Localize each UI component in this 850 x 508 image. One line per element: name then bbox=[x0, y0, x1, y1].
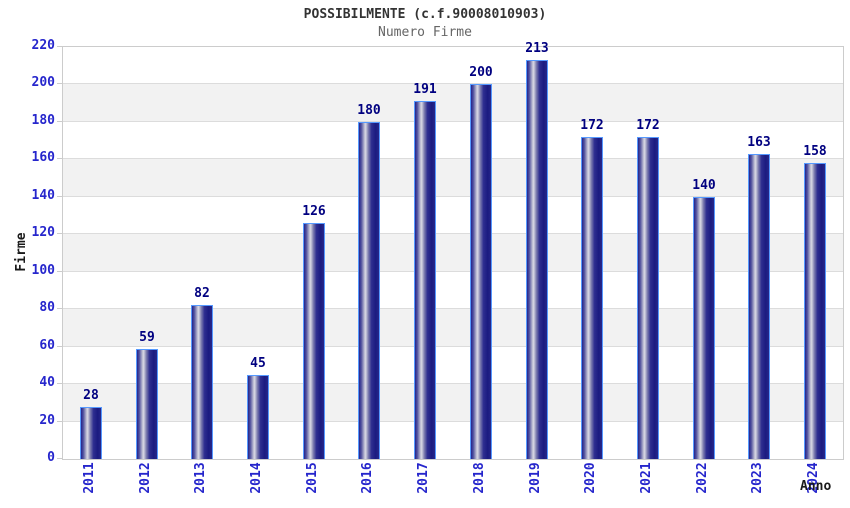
y-tick-mark bbox=[57, 271, 62, 272]
bar-value-label: 82 bbox=[194, 286, 210, 301]
y-tick-mark bbox=[57, 83, 62, 84]
chart-title: POSSIBILMENTE (c.f.90008010903) bbox=[303, 7, 547, 22]
y-tick-mark bbox=[57, 121, 62, 122]
bar-value-label: 213 bbox=[525, 41, 549, 56]
y-tick-label: 100 bbox=[31, 263, 55, 278]
bar-2024 bbox=[804, 163, 826, 459]
x-tick-label: 2016 bbox=[360, 462, 375, 494]
gridline bbox=[63, 308, 843, 310]
y-tick-label: 160 bbox=[31, 150, 55, 165]
plot-band bbox=[63, 84, 843, 122]
x-tick-label: 2017 bbox=[416, 462, 431, 494]
x-tick-label: 2011 bbox=[82, 462, 97, 494]
gridline bbox=[63, 233, 843, 235]
gridline bbox=[63, 420, 843, 422]
y-tick-mark bbox=[57, 308, 62, 309]
bar-value-label: 191 bbox=[413, 82, 437, 97]
gridline bbox=[63, 383, 843, 385]
bar-2016 bbox=[358, 122, 380, 459]
x-tick-label: 2021 bbox=[639, 462, 654, 494]
plot-band bbox=[63, 234, 843, 272]
bar-2017 bbox=[414, 101, 436, 459]
y-tick-label: 60 bbox=[39, 338, 55, 353]
bar-value-label: 200 bbox=[469, 65, 493, 80]
y-tick-mark bbox=[57, 383, 62, 384]
x-tick-label: 2012 bbox=[138, 462, 153, 494]
y-axis-title: Firme bbox=[14, 232, 29, 272]
x-axis-title: Anno bbox=[800, 479, 832, 494]
y-tick-mark bbox=[57, 196, 62, 197]
bar-2022 bbox=[693, 197, 715, 459]
bar-value-label: 172 bbox=[636, 118, 660, 133]
bar-2021 bbox=[637, 137, 659, 459]
bar-2020 bbox=[581, 137, 603, 459]
bar-value-label: 126 bbox=[302, 204, 326, 219]
bar-2013 bbox=[191, 305, 213, 459]
chart-subtitle: Numero Firme bbox=[378, 25, 472, 40]
gridline bbox=[63, 83, 843, 85]
bar-2012 bbox=[136, 349, 158, 459]
bar-value-label: 180 bbox=[357, 103, 381, 118]
gridline bbox=[63, 270, 843, 272]
bar-2014 bbox=[247, 375, 269, 459]
bar-2018 bbox=[470, 84, 492, 459]
y-tick-label: 120 bbox=[31, 225, 55, 240]
x-tick-label: 2020 bbox=[583, 462, 598, 494]
bar-value-label: 140 bbox=[692, 178, 716, 193]
plot-area: 28 59 82 45 126 180 191 200 213 172 172 140 163 158 bbox=[62, 41, 844, 460]
bar-value-label: 172 bbox=[580, 118, 604, 133]
bar-2019 bbox=[526, 60, 548, 459]
bar-2011 bbox=[80, 407, 102, 459]
y-tick-mark bbox=[57, 158, 62, 159]
y-tick-label: 200 bbox=[31, 75, 55, 90]
bar-value-label: 158 bbox=[803, 144, 827, 159]
y-tick-label: 80 bbox=[39, 300, 55, 315]
y-tick-mark bbox=[57, 458, 62, 459]
x-tick-label: 2022 bbox=[695, 462, 710, 494]
plot-band bbox=[63, 159, 843, 197]
bar-value-label: 59 bbox=[139, 330, 155, 345]
bar-2023 bbox=[748, 154, 770, 459]
y-tick-label: 140 bbox=[31, 188, 55, 203]
x-tick-label: 2023 bbox=[750, 462, 765, 494]
x-tick-label: 2018 bbox=[472, 462, 487, 494]
gridline bbox=[63, 195, 843, 197]
x-tick-label: 2019 bbox=[528, 462, 543, 494]
y-tick-label: 220 bbox=[31, 38, 55, 53]
x-tick-label: 2013 bbox=[193, 462, 208, 494]
gridline bbox=[63, 158, 843, 160]
y-tick-mark bbox=[57, 46, 62, 47]
x-tick-label: 2015 bbox=[305, 462, 320, 494]
plot-band bbox=[63, 384, 843, 422]
y-tick-label: 180 bbox=[31, 113, 55, 128]
y-tick-label: 0 bbox=[47, 450, 55, 465]
y-tick-mark bbox=[57, 346, 62, 347]
gridline bbox=[63, 120, 843, 122]
bar-value-label: 45 bbox=[250, 356, 266, 371]
bar-2015 bbox=[303, 223, 325, 459]
gridline bbox=[63, 345, 843, 347]
plot-band bbox=[63, 309, 843, 347]
bar-value-label: 28 bbox=[83, 388, 99, 403]
y-tick-mark bbox=[57, 233, 62, 234]
bar-value-label: 163 bbox=[747, 135, 771, 150]
y-tick-label: 20 bbox=[39, 413, 55, 428]
y-tick-label: 40 bbox=[39, 375, 55, 390]
y-tick-mark bbox=[57, 421, 62, 422]
x-tick-label: 2024 bbox=[806, 462, 821, 494]
x-tick-label: 2014 bbox=[249, 462, 264, 494]
